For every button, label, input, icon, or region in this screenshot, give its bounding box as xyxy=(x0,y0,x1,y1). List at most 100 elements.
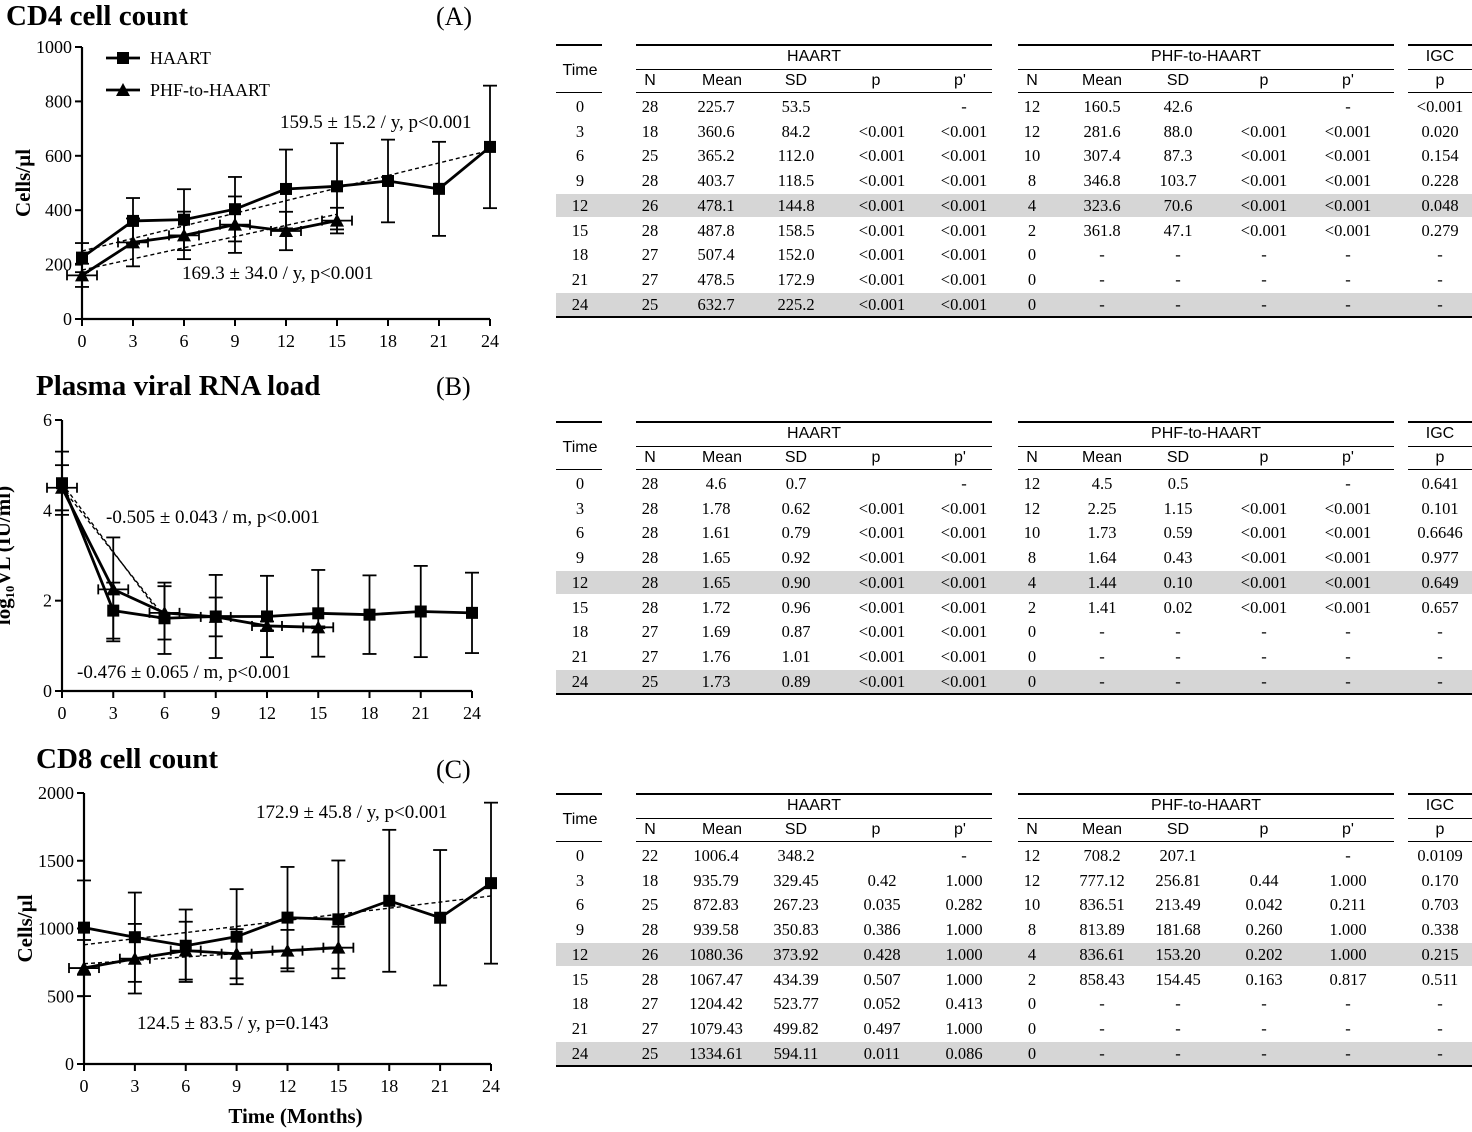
trendline xyxy=(81,213,338,271)
table-cell: <0.001 xyxy=(940,622,988,642)
table-rule xyxy=(556,92,602,93)
data-point-phf-to-haart xyxy=(228,217,242,231)
table-column-header: N xyxy=(644,821,656,838)
table-cell: 0.386 xyxy=(863,920,901,940)
x-tick-label: 21 xyxy=(431,1076,449,1096)
data-point-phf-to-haart xyxy=(280,943,295,957)
table-cell: <0.001 xyxy=(1240,121,1288,141)
table-cell: <0.001 xyxy=(858,523,906,543)
x-tick-label: 9 xyxy=(231,331,240,351)
table-column-header: p xyxy=(871,449,881,466)
y-tick-label: 1000 xyxy=(36,37,72,57)
table-column-header: Mean xyxy=(701,449,743,466)
table-cell: 0.215 xyxy=(1421,944,1459,964)
table-cell: 0 xyxy=(1027,1043,1037,1063)
table-cell: 8 xyxy=(1027,548,1037,568)
table-cell: 478.5 xyxy=(697,269,735,289)
table-cell: 0.428 xyxy=(863,944,901,964)
table-cell: 1204.42 xyxy=(689,994,743,1014)
table-cell: 12 xyxy=(1023,498,1041,518)
table-cell: 18 xyxy=(571,622,589,642)
table-cell: 25 xyxy=(641,895,659,915)
table-cell: 27 xyxy=(641,994,659,1014)
x-tick-label: 3 xyxy=(109,703,118,723)
table-cell: 28 xyxy=(641,523,659,543)
y-tick-label: 200 xyxy=(45,255,72,275)
data-table-A: HAART PHF-to-HAART IGC Time N Mean SD p p' N Mean S… xyxy=(556,44,1472,324)
table-cell: <0.001 xyxy=(1240,548,1288,568)
table-cell: 1.000 xyxy=(1329,944,1367,964)
table-cell: <0.001 xyxy=(940,245,988,265)
table-cell: - xyxy=(1345,846,1351,865)
data-point-phf-to-haart xyxy=(75,268,89,282)
table-cell: <0.001 xyxy=(1240,572,1288,592)
table-cell: <0.001 xyxy=(858,220,906,240)
table-cell: 26 xyxy=(641,944,659,964)
data-point-phf-to-haart xyxy=(157,605,172,619)
data-point-haart xyxy=(414,605,427,618)
data-table-B: HAART PHF-to-HAART IGC Time N Mean SD p p' N Mean S… xyxy=(556,421,1472,701)
table-cell: 1.78 xyxy=(701,498,731,518)
table-cell: 28 xyxy=(641,171,659,191)
table-cell: <0.001 xyxy=(858,269,906,289)
table-cell: 708.2 xyxy=(1083,846,1121,865)
table-cell: <0.001 xyxy=(940,220,988,240)
data-point-phf-to-haart xyxy=(177,228,191,242)
table-cell: - xyxy=(1345,474,1351,493)
table-column-header: Mean xyxy=(1081,449,1123,466)
legend-label: PHF-to-HAART xyxy=(150,80,270,100)
data-point-haart xyxy=(382,174,394,187)
x-tick-label: 0 xyxy=(58,703,67,723)
data-table-C: HAART PHF-to-HAART IGC Time N Mean SD p p' N Mean S… xyxy=(556,793,1472,1073)
panel-letter: (C) xyxy=(436,755,471,784)
table-column-header: p' xyxy=(1342,72,1354,89)
table-cell: 12 xyxy=(1023,846,1041,865)
table-cell: 1.000 xyxy=(945,920,983,940)
table-cell: 594.11 xyxy=(773,1043,819,1063)
table-cell: 225.2 xyxy=(777,294,815,314)
table-cell: - xyxy=(1099,1018,1105,1038)
table-cell: - xyxy=(1261,622,1267,642)
row-shading xyxy=(556,942,1472,967)
annotation: 159.5 ± 15.2 / y, p<0.001 xyxy=(280,112,471,133)
y-tick-label: 1500 xyxy=(38,851,74,871)
table-cell: 28 xyxy=(641,597,659,617)
table-cell: - xyxy=(1345,1018,1351,1038)
data-point-phf-to-haart xyxy=(77,961,91,975)
table-rule xyxy=(1408,69,1472,70)
table-cell: 42.6 xyxy=(1163,97,1193,116)
x-tick-label: 21 xyxy=(430,331,448,351)
table-rule xyxy=(636,818,992,819)
table-cell: 103.7 xyxy=(1159,171,1197,191)
y-tick-label: 0 xyxy=(63,309,72,329)
table-column-header: SD xyxy=(784,72,808,89)
table-cell: - xyxy=(1099,294,1105,314)
y-tick-label: 6 xyxy=(43,410,52,430)
table-cell: - xyxy=(1437,994,1443,1014)
table-cell: 1.69 xyxy=(701,622,731,642)
table-cell: 22 xyxy=(641,846,659,865)
data-point-haart xyxy=(383,894,396,907)
table-cell: 0.59 xyxy=(1163,523,1193,543)
table-cell: - xyxy=(1437,1018,1443,1038)
table-cell: - xyxy=(1261,269,1267,289)
table-cell: - xyxy=(961,474,967,493)
table-cell: 21 xyxy=(571,646,589,666)
y-tick-label: 400 xyxy=(45,200,72,220)
table-cell: - xyxy=(1175,994,1181,1014)
table-cell: 70.6 xyxy=(1163,195,1193,215)
table-column-header: p xyxy=(1259,821,1269,838)
table-cell: <0.001 xyxy=(940,171,988,191)
table-cell: 18 xyxy=(571,245,589,265)
table-cell: 24 xyxy=(571,294,589,314)
table-cell: 0 xyxy=(1027,1018,1037,1038)
data-point-phf-to-haart xyxy=(311,620,326,634)
chart-C: 0 500 1000 1500 2000 0 3 6 9 12 15 18 21 24 Cells/µl Ti… xyxy=(13,783,500,1128)
table-cell: - xyxy=(1099,1043,1105,1063)
table-column-header: N xyxy=(644,72,656,89)
y-axis-label: log₁₀VL (IU/ml) xyxy=(0,486,15,625)
table-cell: - xyxy=(1175,1018,1181,1038)
table-cell: - xyxy=(1261,646,1267,666)
table-cell: 0.497 xyxy=(863,1018,901,1038)
